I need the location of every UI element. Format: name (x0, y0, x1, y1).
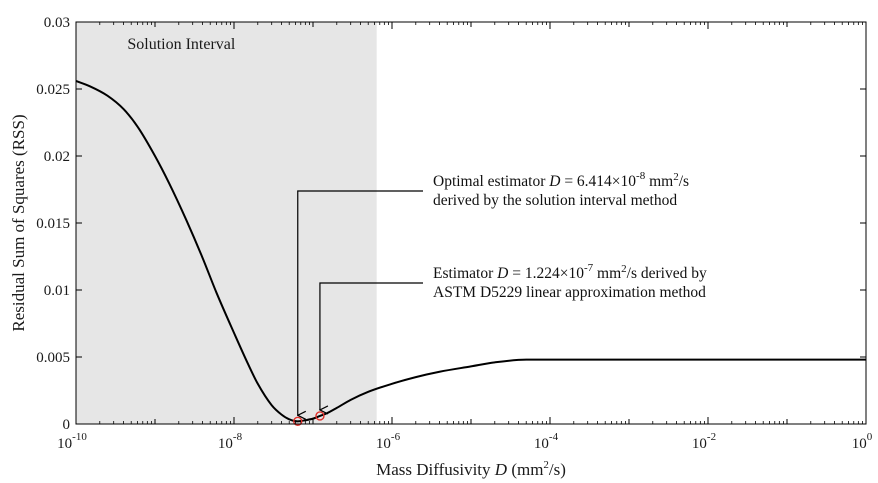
x-tick-label: 10-6 (376, 431, 401, 452)
solution-interval-region (76, 22, 377, 424)
rss-curve (75, 80, 866, 423)
annotation-line2: ASTM D5229 linear approximation method (433, 284, 706, 301)
plot-frame (75, 21, 867, 425)
y-tick-label: 0.02 (44, 149, 70, 165)
annotations: Optimal estimator D = 6.414×10-8 mm2/s de… (298, 170, 707, 415)
annotation-line1: Optimal estimator D = 6.414×10-8 mm2/s (433, 170, 689, 190)
annotation-arrow (298, 190, 423, 415)
x-tick-labels: 10-10 10-8 10-6 10-4 10-2 100 (57, 431, 873, 452)
y-tick-label: 0 (63, 417, 71, 433)
annotation-arrow (320, 282, 423, 410)
y-tick-label: 0.01 (44, 283, 70, 299)
x-tick-label: 10-4 (534, 431, 559, 452)
y-tick-label: 0.005 (36, 350, 70, 366)
y-axis-label: Residual Sum of Squares (RSS) (9, 114, 28, 331)
x-tick-label: 10-2 (692, 431, 716, 452)
x-tick-label: 100 (852, 431, 873, 452)
x-axis-label: Mass Diffusivity D (mm2/s) (376, 459, 566, 479)
y-tick-label: 0.03 (44, 15, 70, 31)
x-tick-label: 10-10 (57, 431, 87, 452)
annotation-line1: Estimator D = 1.224×10-7 mm2/s derived b… (433, 262, 707, 282)
y-tick-labels: 0 0.005 0.01 0.015 0.02 0.025 0.03 (36, 15, 70, 433)
y-tick-label: 0.025 (36, 82, 70, 98)
y-tick-label: 0.015 (36, 216, 70, 232)
x-tick-label: 10-8 (218, 431, 243, 452)
annotation-line2: derived by the solution interval method (433, 192, 677, 209)
solution-interval-label: Solution Interval (127, 36, 236, 53)
